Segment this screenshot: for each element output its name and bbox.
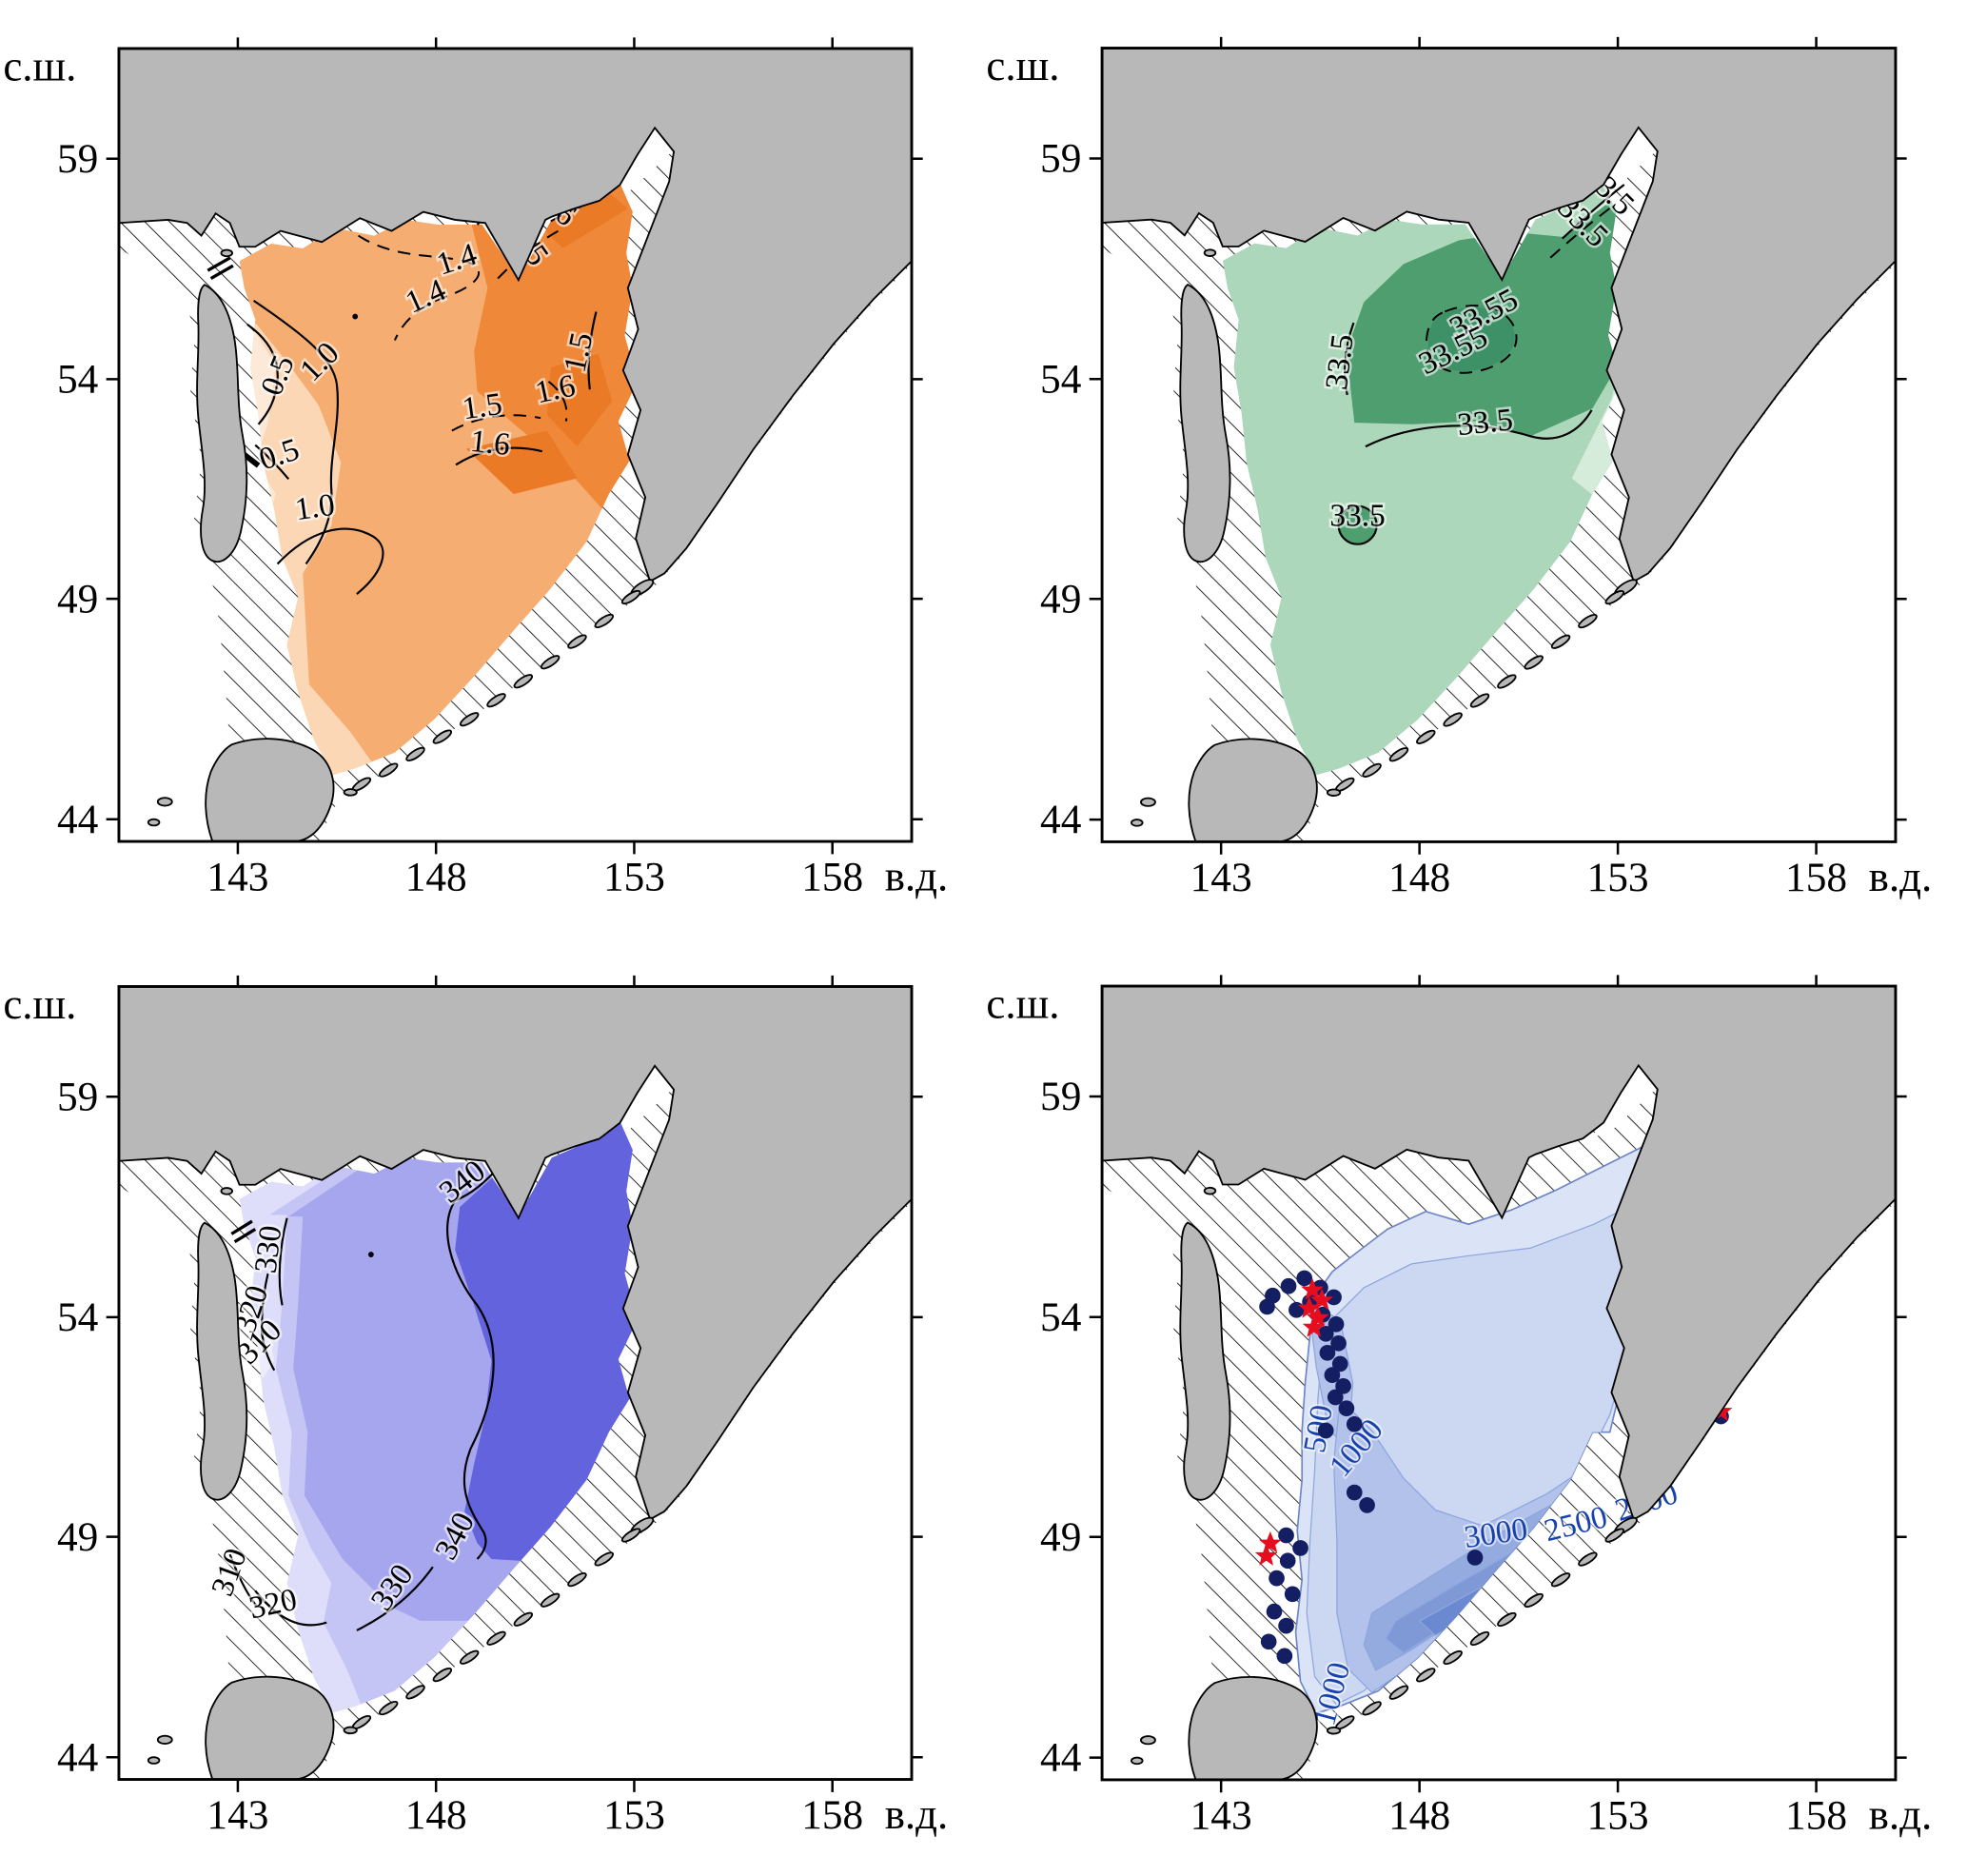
contour-label: 1.0 [293,487,337,527]
axis-labels: с.ш. 59 54 49 44 143 148 153 158 в.д. [986,42,1932,900]
lon-tick-label: 153 [1587,1793,1649,1839]
lon-tick-label: 143 [1190,1793,1252,1839]
contour-label: 33.5 [1329,499,1385,534]
lat-tick-label: 44 [57,797,98,842]
lon-tick-label: 153 [1587,855,1649,900]
lon-tick-label: 143 [207,1792,268,1838]
lat-tick-label: 59 [1040,1074,1081,1119]
lon-tick-label: 158 [801,855,863,900]
map-panel-top-right-svg: 33.5 33.5 33.5 33.55 33.55 33.5 33.5 33.… [986,35,1932,900]
lat-tick-label: 49 [57,1514,98,1560]
lat-axis-name: с.ш. [3,980,76,1028]
contour-label: 1.5 [461,386,504,426]
panel-bottom-right: 500 500 1000 500 1000 2000 2500 3000 100… [983,938,1967,1876]
lon-tick-label: 153 [603,1792,665,1838]
map-panel-top-left-svg: 1.5 1.6 1.5 1.4 1.4 1.0 0.5 1.5 1.6 1.5 … [3,35,948,900]
lat-axis-name: с.ш. [986,42,1059,89]
panel-top-right: 33.5 33.5 33.5 33.55 33.55 33.5 33.5 33.… [983,0,1967,938]
contour-label: 330 [248,1224,289,1275]
lat-tick-label: 44 [57,1734,98,1780]
panel-bottom-left: 340 340 330 320 310 310 320 330 340 с.ш.… [0,938,983,1876]
lat-tick-label: 49 [1040,1514,1081,1560]
lat-tick-label: 49 [57,576,98,622]
lon-tick-label: 153 [603,855,665,900]
contour-label: 33.5 [1319,332,1361,391]
contour-label: 33.5 [1456,402,1515,443]
lon-axis-name: в.д. [1869,1791,1933,1839]
lon-tick-label: 158 [1785,855,1847,900]
lon-tick-label: 148 [1388,1793,1450,1839]
lat-axis-name: с.ш. [986,979,1059,1027]
lon-tick-label: 148 [1388,855,1450,900]
panel-top-left: 1.5 1.6 1.5 1.4 1.4 1.0 0.5 1.5 1.6 1.5 … [0,0,983,938]
lon-tick-label: 143 [1190,855,1252,900]
axis-labels: с.ш. 59 54 49 44 143 148 153 158 в.д. [3,42,948,899]
map-panel-bottom-right-svg: 500 500 1000 500 1000 2000 2500 3000 100… [986,973,1932,1839]
lat-tick-label: 54 [57,357,98,403]
axis-labels: с.ш. 59 54 49 44 143 148 153 158 в.д. [3,980,948,1838]
lon-axis-name: в.д. [1869,853,1933,900]
axis-labels: с.ш. 59 54 49 44 143 148 153 158 в.д. [986,979,1932,1838]
lon-tick-label: 148 [405,855,467,900]
contour-label: 1.6 [468,424,511,463]
lat-tick-label: 44 [1040,797,1081,842]
lon-tick-label: 158 [1785,1793,1847,1839]
lat-tick-label: 44 [1040,1735,1081,1781]
lon-tick-label: 143 [207,855,268,900]
lat-tick-label: 54 [1040,356,1081,402]
lat-tick-label: 59 [57,136,98,182]
lon-axis-name: в.д. [885,1790,949,1838]
lat-tick-label: 54 [1040,1294,1081,1340]
lat-tick-label: 49 [1040,576,1081,622]
map-panel-bottom-left-svg: 340 340 330 320 310 310 320 330 340 с.ш.… [3,974,948,1838]
lat-tick-label: 54 [57,1294,98,1340]
filled-zones [1222,183,1622,776]
lat-axis-name: с.ш. [3,42,76,89]
lon-tick-label: 158 [801,1792,863,1838]
lon-axis-name: в.д. [885,853,949,900]
lat-tick-label: 59 [1040,136,1081,182]
lon-tick-label: 148 [405,1792,467,1838]
lat-tick-label: 59 [57,1074,98,1119]
